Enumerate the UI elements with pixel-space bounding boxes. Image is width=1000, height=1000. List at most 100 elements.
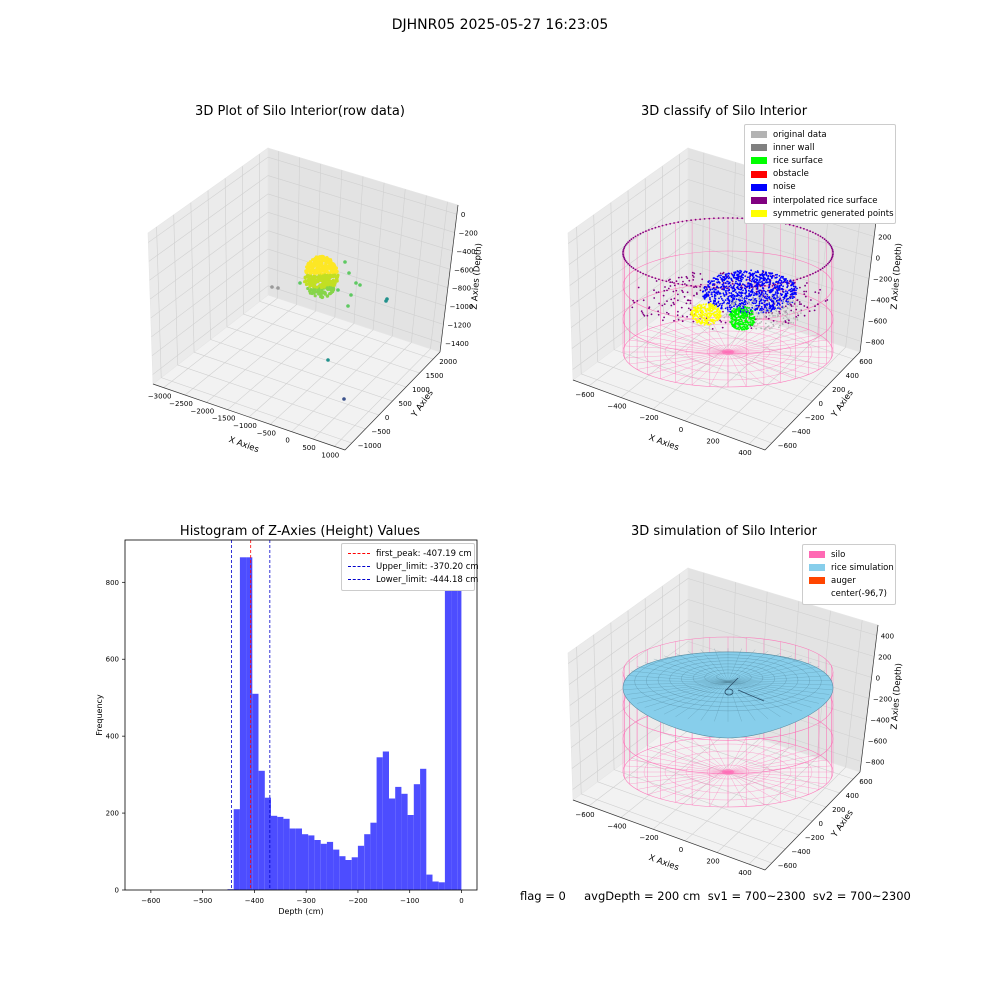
noise-point — [718, 304, 721, 307]
interpolated-point — [637, 270, 639, 272]
p2-silo-floor-ring — [643, 323, 813, 381]
interpolated-point — [792, 279, 795, 282]
noise-point — [750, 269, 752, 272]
histogram-bar — [264, 797, 271, 890]
interpolated-point — [817, 270, 819, 272]
noise-point — [744, 303, 747, 306]
interpolated-point — [667, 287, 670, 290]
noise-point — [754, 308, 757, 311]
p4-ztick-label: −800 — [865, 759, 884, 767]
interpolated-point — [632, 267, 635, 270]
noise-point — [747, 282, 749, 284]
noise-point — [729, 304, 731, 307]
p2-ytick-label: 200 — [832, 386, 845, 394]
symmetric-point — [712, 304, 714, 306]
simulation-legend-item: silo — [809, 548, 889, 561]
interpolated-point — [819, 288, 821, 291]
symmetric-point — [710, 312, 713, 315]
noise-point — [705, 292, 708, 294]
noise-point — [765, 281, 767, 284]
symmetric-point — [708, 306, 711, 309]
p1-xtick-label: −1000 — [233, 422, 257, 430]
rice-surface-point — [731, 312, 733, 315]
symmetric-point — [703, 319, 706, 322]
noise-point — [779, 277, 782, 279]
interpolated-point — [796, 278, 798, 281]
p4-ztick-label: 0 — [876, 675, 880, 683]
interpolated-point — [667, 279, 670, 282]
interpolated-point — [772, 320, 775, 322]
rice-surface-point — [744, 314, 747, 317]
original-point — [785, 297, 787, 299]
noise-point — [736, 270, 739, 273]
interpolated-point — [672, 290, 675, 293]
histogram-bar — [333, 849, 340, 890]
raw-point — [320, 263, 324, 267]
noise-point — [737, 288, 740, 290]
p4-silo-floor-ring — [664, 750, 792, 794]
p4-xtick-label: 200 — [706, 858, 719, 866]
noise-point — [726, 273, 728, 275]
interpolated-point — [622, 250, 624, 253]
rice-mesh-spoke — [727, 670, 826, 683]
interpolated-point — [666, 311, 668, 314]
p1-grid-z — [151, 267, 269, 356]
rice-mesh-spoke — [626, 675, 729, 683]
symmetric-point — [705, 310, 708, 313]
histogram-legend-label: Lower_limit: -444.18 cm — [376, 574, 479, 585]
noise-point — [714, 277, 717, 280]
noise-point — [730, 296, 733, 299]
simulation-legend-label: center(-96,7) — [831, 589, 887, 600]
p1-grid-z — [148, 156, 269, 243]
rice-surface-point — [744, 306, 747, 309]
noise-point — [745, 301, 747, 303]
noise-point — [724, 299, 727, 301]
rice-surface-point — [735, 317, 738, 319]
noise-point — [720, 304, 723, 307]
original-point — [799, 309, 802, 311]
symmetric-point — [706, 315, 709, 317]
histogram-xtick-label: −600 — [141, 897, 160, 905]
noise-point — [752, 294, 755, 297]
raw-point — [327, 280, 331, 285]
interpolated-point — [661, 304, 664, 307]
raw-point — [326, 294, 330, 298]
raw-point — [320, 259, 324, 263]
noise-point — [759, 281, 761, 283]
interpolated-point — [658, 225, 660, 228]
original-point — [757, 323, 759, 325]
interpolated-point — [685, 275, 688, 278]
noise-point — [759, 274, 762, 276]
simulation-legend-label: rice simulation — [831, 562, 894, 573]
symmetric-point — [705, 303, 708, 305]
noise-point — [764, 290, 767, 293]
rice-surface-point — [745, 307, 748, 310]
noise-point — [782, 285, 784, 288]
rice-surface-point — [738, 311, 741, 314]
symmetric-point — [714, 314, 717, 317]
noise-point — [790, 290, 793, 293]
interpolated-point — [806, 229, 808, 231]
interpolated-point — [661, 224, 664, 227]
original-point — [752, 308, 755, 310]
raw-outlier-point — [358, 283, 362, 287]
original-point — [752, 311, 754, 314]
p4-silo-floor-spoke — [727, 737, 747, 773]
raw-point — [316, 277, 320, 282]
p2-silo-floor-spoke — [727, 321, 781, 353]
original-point — [768, 309, 771, 311]
rice-surface-point — [740, 322, 742, 325]
noise-point — [743, 287, 746, 290]
rice-surface-point — [737, 323, 740, 326]
interpolated-point — [692, 320, 695, 323]
noise-point — [732, 294, 735, 296]
original-point — [733, 302, 735, 304]
symmetric-point — [718, 316, 721, 319]
original-point — [735, 301, 737, 303]
p2-y-axis — [764, 351, 861, 451]
noise-point — [733, 305, 735, 308]
raw-point — [319, 283, 323, 288]
raw-point — [313, 278, 317, 282]
noise-point — [727, 302, 730, 305]
noise-point — [719, 286, 722, 289]
